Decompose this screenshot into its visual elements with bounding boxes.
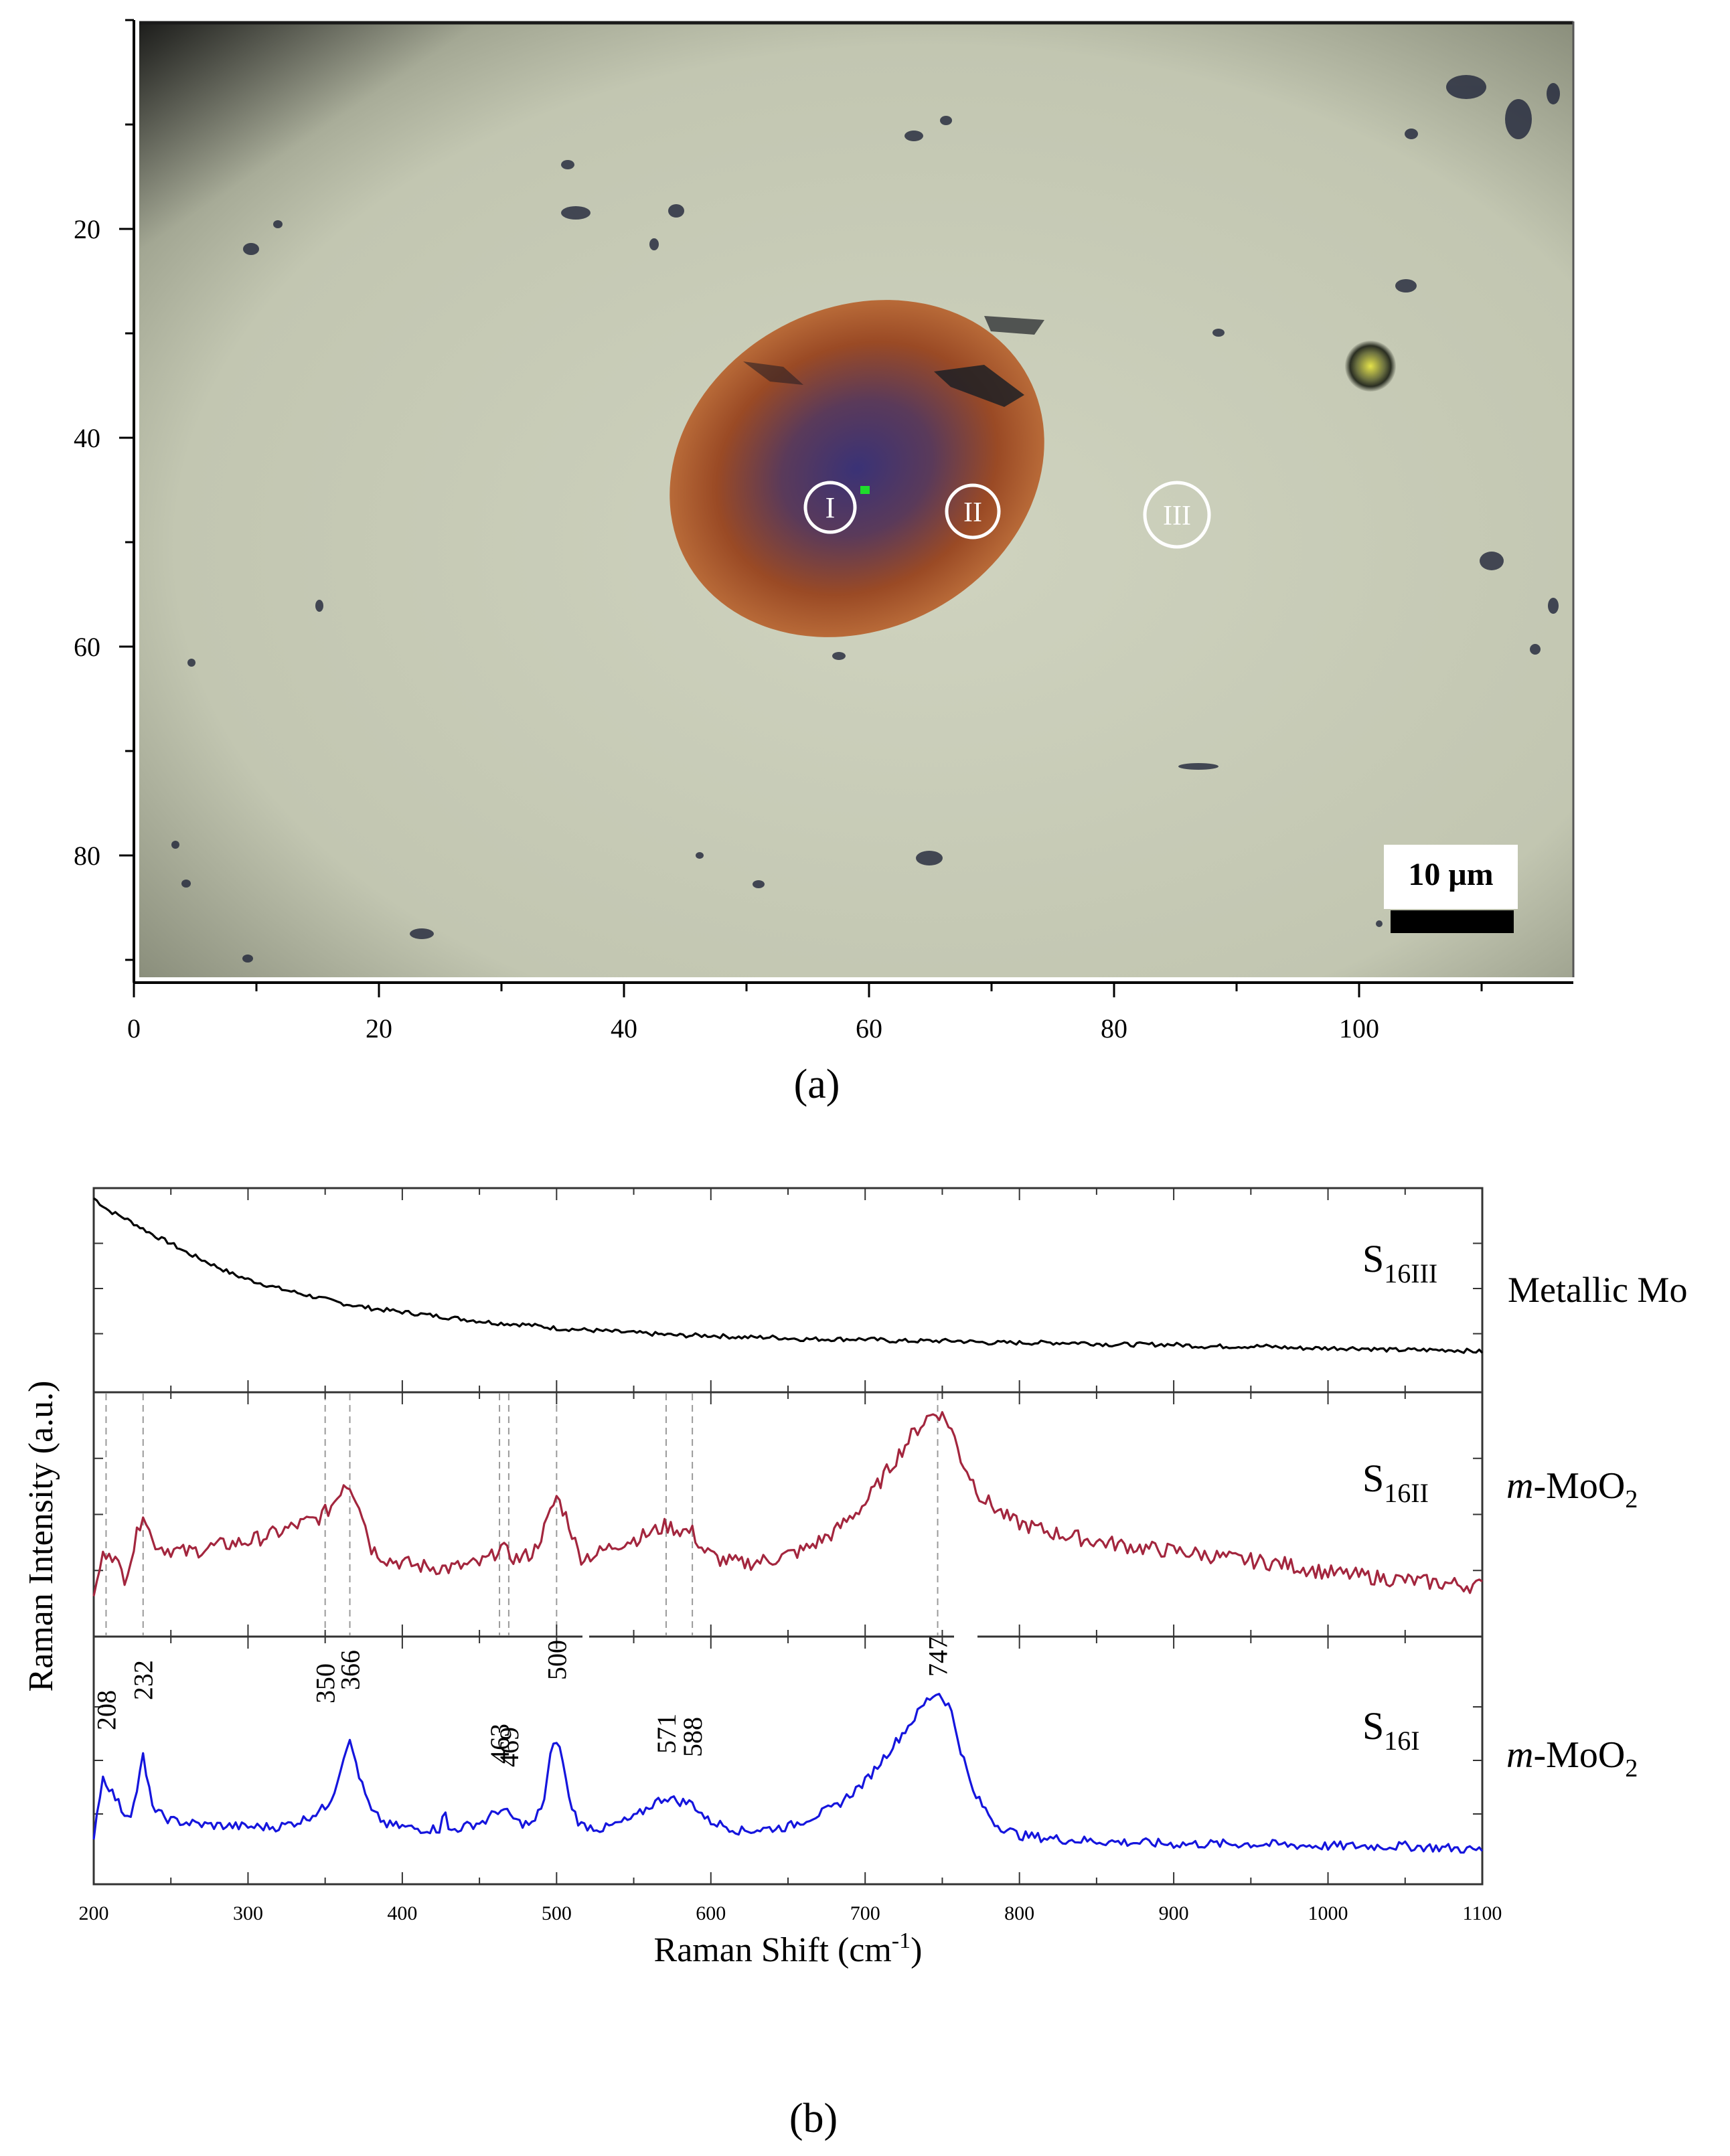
series-S16I <box>92 1693 1484 1854</box>
phase-S16II: m-MoO2 <box>1506 1465 1638 1513</box>
label-S16I: S16I <box>1362 1704 1420 1756</box>
raman-x-tick-label: 200 <box>79 1902 109 1924</box>
micrograph-y-tick-label: 80 <box>74 841 100 871</box>
laser-marker <box>860 486 870 494</box>
peak-label-366: 366 <box>335 1650 366 1690</box>
peak-label-571: 571 <box>651 1714 682 1754</box>
spot-marker-III: III <box>1143 481 1211 549</box>
micrograph-x-tick-label: 40 <box>611 1013 637 1044</box>
micrograph-x-tick-label: 0 <box>127 1013 141 1044</box>
peak-label-350: 350 <box>311 1663 341 1704</box>
raman-x-tick-label: 900 <box>1159 1902 1189 1924</box>
scale-bar-label-box <box>1384 845 1518 909</box>
raman-x-tick-label: 500 <box>542 1902 572 1924</box>
raman-x-tick-label: 1100 <box>1463 1902 1502 1924</box>
peak-guide-lines <box>105 1394 939 1635</box>
raman-chart: 200 300 400 500 600 700 800 900 1000 1100 208 232 3… <box>22 1187 1687 2141</box>
panel-a-caption: (a) <box>794 1062 840 1107</box>
peak-label-588: 588 <box>678 1717 708 1757</box>
raman-x-tick-label: 600 <box>696 1902 726 1924</box>
raman-plot-frame <box>92 1187 1484 1886</box>
raman-x-tick-label: 700 <box>850 1902 880 1924</box>
phase-S16I: m-MoO2 <box>1506 1734 1638 1782</box>
micrograph-y-ticks: 20 40 60 80 <box>74 19 134 961</box>
micrograph-y-tick-label: 60 <box>74 632 100 662</box>
surface-bubble <box>1345 341 1396 392</box>
spot-marker-I: I <box>803 481 857 534</box>
raman-x-tick-label: 400 <box>387 1902 417 1924</box>
spot-crack <box>934 365 1024 407</box>
micrograph-x-tick-label: 80 <box>1101 1013 1127 1044</box>
spot-label-II: II <box>963 497 982 528</box>
spot-label-I: I <box>825 491 836 524</box>
micrograph-panel: I II III 10 μm 0 20 40 60 80 100 20 40 60 80 (a) <box>74 19 1575 1107</box>
raman-x-tick-label: 800 <box>1004 1902 1034 1924</box>
micrograph-x-tick-label: 60 <box>856 1013 882 1044</box>
phase-S16III: Metallic Mo <box>1508 1270 1687 1310</box>
micrograph-y-tick-label: 40 <box>74 423 100 453</box>
panel-b-caption: (b) <box>789 2096 838 2141</box>
peak-label-747: 747 <box>923 1637 953 1677</box>
peak-label-463: 463 <box>485 1724 515 1764</box>
peak-label-500: 500 <box>542 1640 572 1680</box>
raman-x-tick-label: 300 <box>233 1902 263 1924</box>
peak-label-232: 232 <box>129 1660 159 1700</box>
x-axis-label: Raman Shift (cm-1) <box>654 1928 923 1969</box>
raman-x-tick-label: 1000 <box>1308 1902 1348 1924</box>
y-axis-label: Raman Intensity (a.u.) <box>22 1381 60 1692</box>
micrograph-x-ticks: 0 20 40 60 80 100 <box>127 983 1483 1044</box>
raman-x-ticks: 200 300 400 500 600 700 800 900 1000 1100 <box>79 1188 1502 1924</box>
micrograph-x-tick-label: 100 <box>1339 1013 1379 1044</box>
series-S16II <box>92 1411 1483 1596</box>
series-S16III <box>93 1197 1484 1354</box>
peak-label-469: 469 <box>494 1727 524 1767</box>
scale-bar <box>1391 910 1514 933</box>
micrograph-x-tick-label: 20 <box>366 1013 392 1044</box>
peak-label-208: 208 <box>91 1690 121 1730</box>
label-S16II: S16II <box>1362 1457 1429 1508</box>
raman-series <box>92 1197 1484 1854</box>
debris-specks <box>171 75 1560 963</box>
micrograph-y-tick-label: 20 <box>74 214 100 244</box>
scale-bar-label: 10 μm <box>1408 857 1493 892</box>
spot-marker-II: II <box>945 483 1001 540</box>
spot-label-III: III <box>1163 501 1191 531</box>
label-S16III: S16III <box>1362 1237 1437 1289</box>
